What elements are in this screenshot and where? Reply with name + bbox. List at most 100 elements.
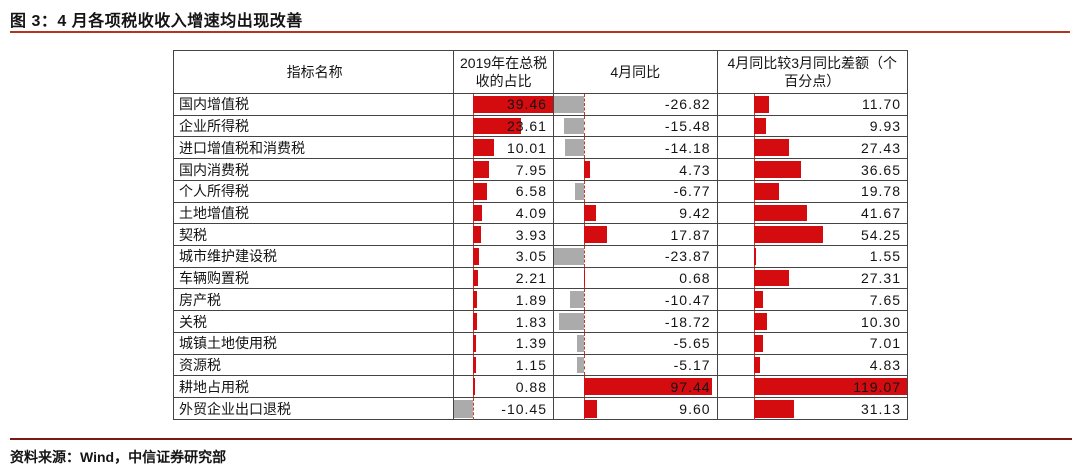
header-yoy-diff: 4月同比较3月同比差额（个百分点） (727, 54, 898, 89)
zero-axis-line (583, 289, 585, 311)
indicator-name: 房产税 (174, 289, 455, 311)
share-bar-cell: 2.21 (454, 267, 554, 289)
positive-data-bar (473, 378, 476, 396)
table-row: 资源税 1.15 -5.17 4.83 (174, 354, 907, 377)
table-header-row: 指标名称 2019年在总税收的占比 4月同比 4月同比较3月同比差额（个百分点） (174, 51, 907, 94)
positive-data-bar (753, 182, 779, 200)
cell-value: 7.95 (515, 161, 547, 178)
share-bar-cell: 10.01 (454, 137, 554, 159)
cell-value: 36.65 (860, 161, 902, 178)
diff-bar-cell: 27.43 (718, 137, 907, 159)
indicator-name: 车辆购置税 (174, 267, 455, 289)
positive-data-bar (753, 204, 808, 222)
cell-value: 10.30 (860, 313, 902, 330)
cell-value: -6.77 (673, 183, 711, 200)
positive-data-bar (753, 139, 789, 157)
cell-value: 19.78 (860, 183, 902, 200)
cell-value: 10.01 (506, 139, 547, 156)
yoy-bar-cell: -5.17 (554, 354, 718, 376)
diff-bar-cell: 10.30 (718, 311, 907, 332)
yoy-bar-cell: -10.47 (554, 289, 718, 311)
table-row: 契税 3.93 17.87 54.25 (174, 224, 907, 247)
negative-data-bar (565, 139, 584, 157)
negative-data-bar (570, 291, 584, 309)
cell-value: 6.58 (515, 183, 547, 200)
table-row: 房产税 1.89 -10.47 7.65 (174, 289, 907, 312)
cell-value: 7.01 (869, 335, 902, 352)
positive-data-bar (753, 334, 763, 352)
zero-axis-line (583, 137, 585, 159)
positive-data-bar (753, 378, 907, 396)
positive-data-bar (753, 248, 756, 265)
cell-value: 27.31 (860, 270, 902, 287)
table-row: 关税 1.83 -18.72 10.30 (174, 311, 907, 333)
yoy-bar-cell: -26.82 (553, 94, 718, 115)
table-row: 外贸企业出口退税 -10.45 9.60 31.13 (174, 398, 907, 420)
cell-value: 7.65 (869, 291, 902, 308)
table-row: 企业所得税 23.61 -15.48 9.93 (174, 115, 907, 138)
negative-data-bar (563, 117, 584, 135)
cell-value: 4.09 (515, 204, 547, 221)
zero-axis-line (583, 332, 585, 354)
zero-axis-line (473, 398, 475, 420)
footer-rule (10, 438, 1072, 440)
share-bar-cell: 1.89 (454, 289, 554, 311)
diff-bar-cell: 41.67 (718, 202, 907, 224)
diff-bar-cell: 1.55 (718, 246, 907, 267)
negative-data-bar (559, 313, 584, 330)
yoy-bar-cell: -18.72 (554, 311, 718, 332)
cell-value: 97.44 (670, 378, 711, 395)
source-note: 资料来源：Wind，中信证券研究部 (10, 449, 227, 465)
cell-value: 41.67 (860, 204, 902, 221)
positive-data-bar (583, 378, 712, 396)
negative-data-bar (553, 248, 584, 265)
cell-value: 23.61 (506, 118, 547, 135)
header-share-2019: 2019年在总税收的占比 (454, 51, 554, 93)
zero-axis-line (583, 311, 585, 332)
cell-value: -10.45 (501, 400, 547, 417)
yoy-bar-cell: 9.42 (554, 202, 718, 224)
share-bar-cell: 0.88 (454, 376, 554, 398)
cell-value: 4.73 (679, 161, 711, 178)
cell-value: -26.82 (664, 96, 711, 113)
positive-data-bar (583, 226, 608, 244)
diff-bar-cell: 4.83 (718, 354, 907, 376)
positive-data-bar (753, 161, 801, 178)
diff-bar-cell: 7.65 (718, 289, 907, 311)
share-bar-cell: -10.45 (454, 398, 554, 420)
cell-value: 4.83 (869, 356, 902, 373)
table-row: 车辆购置税 2.21 0.68 27.31 (174, 267, 907, 290)
cell-value: 0.88 (515, 378, 547, 395)
indicator-name: 国内消费税 (174, 159, 455, 180)
cell-value: 9.42 (679, 204, 711, 221)
positive-data-bar (753, 400, 794, 418)
positive-data-bar (473, 117, 522, 135)
positive-data-bar (583, 269, 585, 287)
diff-bar-cell: 31.13 (718, 398, 907, 420)
positive-data-bar (753, 356, 760, 374)
table-row: 城镇土地使用税 1.39 -5.65 7.01 (174, 332, 907, 355)
negative-data-bar (454, 400, 474, 418)
negative-data-bar (575, 182, 584, 200)
negative-data-bar (576, 334, 584, 352)
zero-axis-line (583, 180, 585, 202)
cell-value: 1.15 (515, 356, 547, 373)
diff-bar-cell: 36.65 (718, 159, 907, 180)
yoy-bar-cell: -15.48 (554, 115, 718, 137)
positive-data-bar (753, 96, 769, 113)
table-row: 城市维护建设税 3.05 -23.87 1.55 (174, 246, 907, 268)
yoy-bar-cell: -5.65 (554, 332, 718, 354)
cell-value: -10.47 (664, 291, 711, 308)
positive-data-bar (473, 334, 477, 352)
zero-axis-line (583, 94, 585, 115)
negative-data-bar (553, 96, 584, 113)
positive-data-bar (473, 204, 482, 222)
title-rule (10, 31, 1070, 33)
header-april-yoy: 4月同比 (554, 51, 718, 93)
positive-data-bar (473, 161, 490, 178)
positive-data-bar (583, 204, 597, 222)
indicator-name: 进口增值税和消费税 (174, 137, 455, 159)
cell-value: 17.87 (670, 226, 711, 243)
positive-data-bar (473, 139, 494, 157)
